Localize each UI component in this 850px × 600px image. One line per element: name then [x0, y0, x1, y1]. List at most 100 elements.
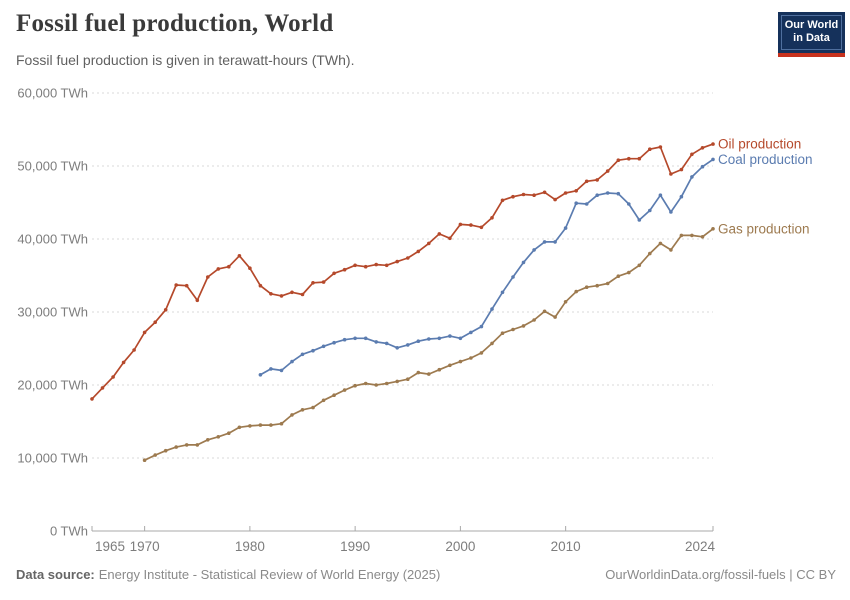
gas-data-point[interactable]	[332, 393, 336, 398]
oil-data-point[interactable]	[206, 275, 210, 279]
gas-data-point[interactable]	[248, 424, 252, 428]
gas-data-point[interactable]	[395, 379, 400, 384]
coal-data-point[interactable]	[342, 337, 347, 342]
oil-data-point[interactable]	[563, 191, 568, 195]
coal-data-point[interactable]	[448, 334, 452, 338]
oil-data-point[interactable]	[595, 178, 599, 182]
oil-data-point[interactable]	[132, 348, 136, 352]
oil-data-point[interactable]	[584, 179, 589, 184]
oil-data-point[interactable]	[437, 232, 442, 236]
oil-data-point[interactable]	[184, 283, 189, 288]
oil-data-point[interactable]	[258, 283, 263, 288]
oil-data-point[interactable]	[448, 236, 452, 241]
gas-data-point[interactable]	[711, 227, 715, 231]
coal-data-point[interactable]	[437, 336, 442, 341]
coal-data-point[interactable]	[469, 330, 473, 335]
gas-data-point[interactable]	[627, 270, 631, 275]
oil-data-point[interactable]	[332, 271, 336, 276]
coal-data-point[interactable]	[584, 202, 589, 206]
coal-data-point[interactable]	[521, 260, 526, 265]
gas-data-point[interactable]	[374, 383, 379, 387]
oil-data-point[interactable]	[490, 216, 494, 220]
coal-data-point[interactable]	[384, 341, 389, 346]
oil-data-point[interactable]	[269, 292, 273, 296]
oil-data-point[interactable]	[342, 267, 347, 272]
coal-data-point[interactable]	[574, 201, 578, 205]
coal-data-point[interactable]	[490, 307, 494, 311]
oil-data-point[interactable]	[700, 146, 705, 150]
coal-data-point[interactable]	[374, 340, 379, 344]
oil-data-point[interactable]	[121, 360, 126, 365]
oil-data-point[interactable]	[479, 225, 484, 230]
coal-data-point[interactable]	[563, 226, 568, 230]
coal-data-point[interactable]	[595, 193, 599, 197]
gas-data-point[interactable]	[237, 425, 242, 430]
coal-data-point[interactable]	[711, 157, 715, 162]
gas-data-point[interactable]	[469, 356, 473, 360]
gas-data-point[interactable]	[679, 233, 684, 238]
oil-data-point[interactable]	[300, 292, 305, 297]
gas-data-point[interactable]	[584, 285, 589, 290]
coal-data-point[interactable]	[363, 336, 368, 341]
oil-data-point[interactable]	[248, 266, 252, 271]
oil-data-point[interactable]	[427, 241, 431, 246]
gas-production-line[interactable]	[144, 228, 714, 461]
oil-data-point[interactable]	[227, 264, 231, 269]
oil-data-point[interactable]	[469, 223, 473, 227]
oil-data-point[interactable]	[500, 198, 505, 203]
attribution-link[interactable]: OurWorldinData.org/fossil-fuels | CC BY	[605, 567, 836, 582]
oil-data-point[interactable]	[100, 386, 105, 390]
coal-production-line[interactable]	[259, 158, 714, 376]
coal-data-point[interactable]	[479, 324, 484, 329]
gas-data-point[interactable]	[458, 359, 463, 364]
oil-series-label[interactable]: Oil production	[718, 137, 801, 152]
coal-data-point[interactable]	[290, 359, 294, 364]
oil-data-point[interactable]	[679, 167, 684, 172]
gas-data-point[interactable]	[311, 405, 315, 410]
gas-data-point[interactable]	[206, 438, 210, 442]
oil-data-point[interactable]	[627, 156, 631, 161]
oil-data-point[interactable]	[363, 264, 368, 269]
gas-data-point[interactable]	[658, 241, 663, 246]
gas-data-point[interactable]	[669, 248, 673, 252]
gas-data-point[interactable]	[258, 423, 263, 427]
oil-data-point[interactable]	[374, 262, 379, 267]
oil-data-point[interactable]	[353, 263, 357, 268]
oil-data-point[interactable]	[511, 194, 515, 199]
oil-data-point[interactable]	[521, 192, 526, 197]
coal-data-point[interactable]	[500, 290, 505, 295]
gas-data-point[interactable]	[427, 372, 431, 376]
oil-data-point[interactable]	[216, 267, 221, 271]
gas-data-point[interactable]	[342, 388, 347, 392]
coal-data-point[interactable]	[321, 344, 326, 349]
coal-data-point[interactable]	[637, 218, 642, 222]
gas-data-point[interactable]	[616, 274, 621, 279]
gas-data-point[interactable]	[553, 315, 557, 319]
coal-data-point[interactable]	[658, 193, 663, 197]
gas-data-point[interactable]	[637, 263, 642, 268]
oil-data-point[interactable]	[574, 189, 578, 193]
coal-data-point[interactable]	[258, 373, 263, 377]
coal-data-point[interactable]	[679, 194, 684, 199]
oil-data-point[interactable]	[90, 397, 94, 401]
oil-data-point[interactable]	[711, 142, 715, 146]
gas-series-label[interactable]: Gas production	[718, 221, 810, 236]
oil-data-point[interactable]	[458, 222, 463, 227]
coal-data-point[interactable]	[627, 202, 631, 206]
gas-data-point[interactable]	[563, 300, 568, 304]
gas-data-point[interactable]	[384, 381, 389, 386]
coal-data-point[interactable]	[616, 191, 621, 196]
gas-data-point[interactable]	[511, 327, 515, 332]
oil-data-point[interactable]	[395, 259, 400, 264]
oil-data-point[interactable]	[279, 294, 284, 298]
coal-data-point[interactable]	[311, 348, 315, 353]
oil-data-point[interactable]	[669, 172, 673, 176]
gas-data-point[interactable]	[406, 377, 410, 382]
oil-data-point[interactable]	[658, 145, 663, 149]
gas-data-point[interactable]	[437, 367, 442, 372]
coal-data-point[interactable]	[269, 367, 273, 371]
coal-data-point[interactable]	[279, 368, 284, 373]
gas-data-point[interactable]	[269, 423, 273, 427]
gas-data-point[interactable]	[363, 381, 368, 386]
coal-data-point[interactable]	[532, 248, 536, 252]
